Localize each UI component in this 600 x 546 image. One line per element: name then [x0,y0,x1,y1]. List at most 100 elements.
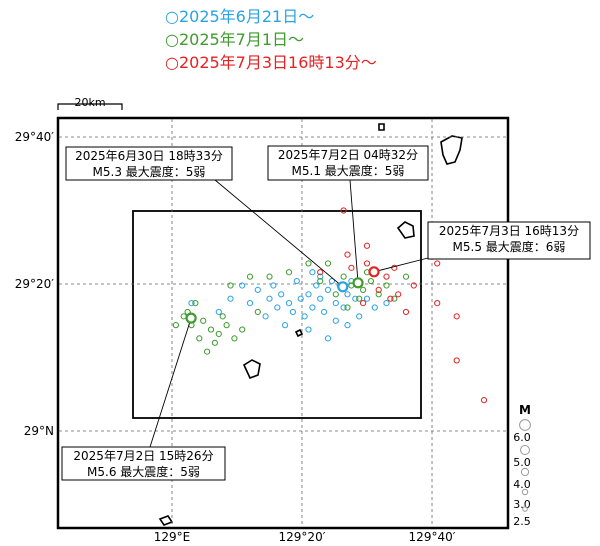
epicenter [321,308,328,316]
epicenter [293,277,300,285]
epicenter [344,291,351,298]
epicenter [356,313,363,320]
epicenter [383,300,390,307]
epicenter [196,335,203,342]
magnitude-label: 4.0 [513,478,531,491]
annotation-box [65,146,233,181]
epicenter [274,304,281,311]
epicenter [340,273,347,280]
scale-label: 20km [74,96,105,109]
legend: ○2025年6月21日～ ○2025年7月1日～ ○2025年7月3日16時13分～ [165,7,377,72]
annotation-text: 2025年7月3日 16時13分 [439,224,579,238]
epicenter [227,282,234,289]
epicenter [266,273,273,280]
epicenter [344,304,351,311]
epicenter [254,308,261,316]
epicenter [371,304,378,311]
annotation-text: M5.1 最大震度：5弱 [292,163,405,178]
magnitude-label: 6.0 [513,431,531,444]
epicenter [340,304,347,311]
mainshock [337,281,349,293]
epicenter [172,322,179,329]
epicenter [387,295,394,302]
magnitude-circle [522,506,528,512]
epicenter [239,282,246,289]
epicenter [402,273,410,280]
epicenter [200,317,207,324]
epicenter [332,291,339,298]
epicenter [434,260,441,267]
epicenter [211,339,218,346]
epicenter [375,286,382,293]
annotation-text: 2025年7月2日 15時26分 [73,449,213,463]
epicenter [317,295,324,302]
annotation-text: 2025年6月30日 18時33分 [75,149,223,163]
epicenter [313,282,320,289]
epicenter [360,286,367,293]
epicenter [367,277,374,285]
epicenter [239,326,246,333]
epicenter [391,295,398,302]
epicenter [188,300,195,307]
epicenter [219,313,226,320]
magnitude-title: M [519,403,531,417]
lon-tick-label: 129°E [154,530,191,544]
epicenter [383,273,390,280]
epicenter [402,308,410,316]
epicenter [215,330,222,338]
epicenter [282,322,289,329]
epicenter [301,313,308,320]
mainshock [368,266,380,278]
epicenter [266,295,273,302]
legend-entry: ○2025年7月3日16時13分～ [165,53,377,72]
magnitude-circle [521,488,529,496]
legend-entry: ○2025年6月21日～ [165,7,314,26]
epicenters [172,207,488,404]
lat-tick-label: 29°20′ [15,277,55,291]
scale-bar [57,103,123,110]
epicenter [340,207,347,214]
epicenter [360,300,367,307]
annotation-text: M5.6 最大震度：5弱 [87,464,200,479]
magnitude-circle [520,445,530,455]
magnitude-label: 3.0 [513,498,531,511]
epicenter [285,300,293,307]
annotation-box [267,145,429,181]
magnitude-label: 2.5 [513,515,531,528]
epicenter [375,291,382,298]
epicenter [285,269,293,276]
epicenter [383,282,390,289]
leader-line [349,179,359,283]
epicenter [309,304,316,311]
epicenter [227,295,234,302]
epicenter [344,251,351,258]
epicenter [246,300,254,307]
epicenter [348,264,355,271]
graticule: 129°E 129°20′ 129°40′ 29°N 29°20′ 29°40′ [15,119,507,544]
epicenter [262,313,269,320]
epicenter [410,282,417,289]
epicenter [192,300,199,307]
epicenter [215,308,222,316]
epicenter [328,277,335,285]
epicenter [363,260,371,267]
magnitude-label: 5.0 [513,456,531,469]
leader-line [214,179,344,288]
annotation-text: M5.5 最大震度：6弱 [453,239,566,254]
lon-tick-label: 129°20′ [279,530,326,544]
islands [158,123,463,526]
epicenter [332,300,339,307]
lat-tick-label: 29°N [24,424,54,438]
epicenter [344,322,351,329]
epicenter [270,282,277,289]
epicenter [297,295,304,302]
epicenter [278,291,285,298]
magnitude-scale: M 6.0 5.0 4.0 3.0 2.5 [513,403,531,528]
epicenter [352,295,359,302]
epicenter [453,313,460,320]
epicenter [332,317,339,324]
lat-tick-label: 29°40′ [15,130,55,144]
